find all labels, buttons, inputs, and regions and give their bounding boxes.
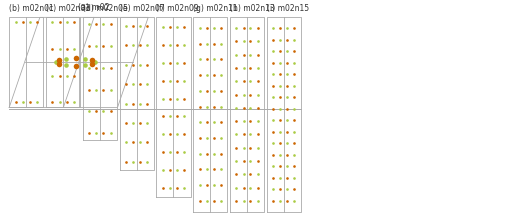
Text: (b) m02n01: (b) m02n01 [9, 5, 54, 13]
Text: (c) m02n03: (c) m02n03 [46, 5, 90, 13]
Text: (h) m02n13: (h) m02n13 [230, 5, 275, 13]
Text: (d) m02n05: (d) m02n05 [83, 5, 128, 13]
Text: (i) m02n15: (i) m02n15 [267, 5, 309, 13]
Text: (f) m02n09: (f) m02n09 [156, 5, 199, 13]
Text: (g) m02n11: (g) m02n11 [193, 5, 238, 13]
Text: (e) m02n07: (e) m02n07 [120, 5, 164, 13]
Text: (a) m02: (a) m02 [78, 3, 110, 12]
